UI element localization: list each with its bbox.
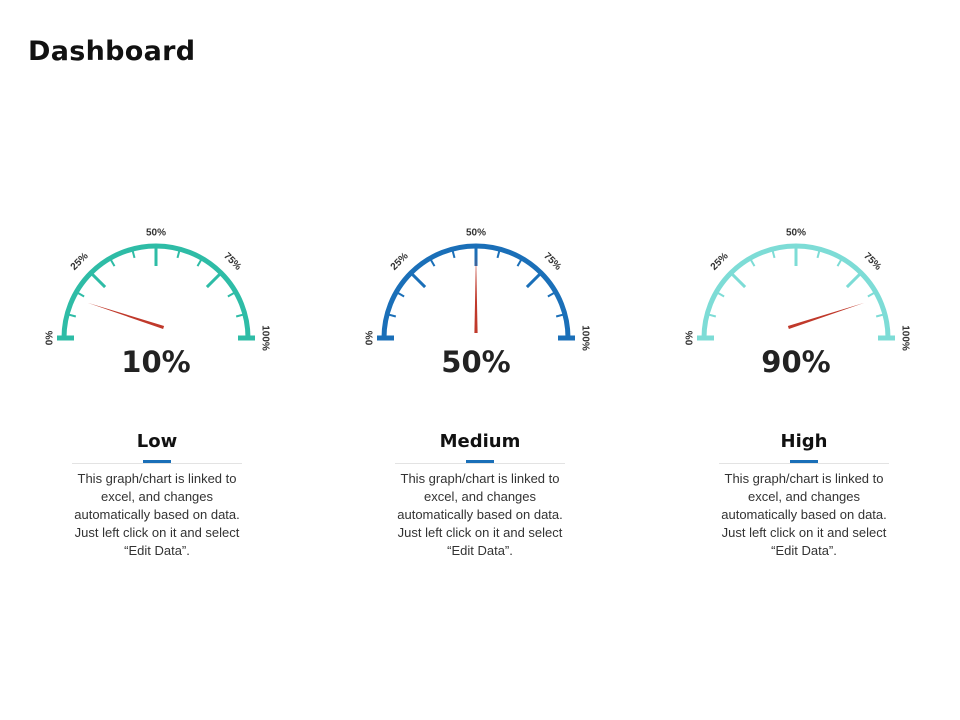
card-medium: Medium This graph/chart is linked to exc… xyxy=(395,428,565,560)
gauge-needle xyxy=(787,302,865,329)
gauge-tick-label: 75% xyxy=(221,251,243,273)
card-description: This graph/chart is linked to excel, and… xyxy=(397,471,563,558)
card-description: This graph/chart is linked to excel, and… xyxy=(721,471,887,558)
gauge-tick-label: 0% xyxy=(365,331,376,346)
gauge-minor-tick xyxy=(547,291,557,298)
gauge-major-tick xyxy=(729,271,747,289)
gauge-value-label: 50% xyxy=(441,345,510,379)
card-accent xyxy=(466,460,494,463)
card-divider xyxy=(395,463,565,464)
gauge-medium[interactable]: 0% 25% 50% 75% 100% 50% xyxy=(320,0,640,400)
gauge-minor-tick xyxy=(749,257,756,267)
gauge-minor-tick xyxy=(395,291,405,298)
gauge-tick-label: 25% xyxy=(69,251,91,273)
gauge-high[interactable]: 0% 25% 50% 75% 100% 90% xyxy=(640,0,960,400)
gauge-needle xyxy=(87,302,165,329)
gauge-minor-tick xyxy=(555,313,566,318)
card-title: High xyxy=(780,431,828,452)
gauge-major-tick xyxy=(89,271,107,289)
gauge-tick-label: 75% xyxy=(541,251,563,273)
gauge-tick-label: 50% xyxy=(146,228,166,239)
gauge-major-tick xyxy=(205,271,223,289)
gauge-value-label: 10% xyxy=(121,345,190,379)
card-divider xyxy=(719,463,889,464)
gauge-minor-tick xyxy=(227,291,237,298)
card-title: Low xyxy=(136,431,178,452)
card-high: High This graph/chart is linked to excel… xyxy=(719,428,889,560)
card-low: Low This graph/chart is linked to excel,… xyxy=(72,428,242,560)
gauge-minor-tick xyxy=(176,248,181,259)
card-accent xyxy=(790,460,818,463)
gauge-needle xyxy=(474,253,478,333)
gauge-minor-tick xyxy=(706,313,717,318)
card-description: This graph/chart is linked to excel, and… xyxy=(74,471,240,558)
gauge-minor-tick xyxy=(496,248,501,259)
gauge-minor-tick xyxy=(75,291,85,298)
gauge-tick-label: 0% xyxy=(45,331,56,346)
gauge-minor-tick xyxy=(429,257,436,267)
card-accent xyxy=(143,460,171,463)
gauge-minor-tick xyxy=(196,257,203,267)
gauge-minor-tick xyxy=(771,248,776,259)
gauge-minor-tick xyxy=(836,257,843,267)
gauge-major-tick xyxy=(409,271,427,289)
gauge-tick-label: 75% xyxy=(861,251,883,273)
gauge-tick-label: 25% xyxy=(389,251,411,273)
gauge-tick-label: 100% xyxy=(259,325,270,351)
gauge-tick-label: 50% xyxy=(786,228,806,239)
gauge-tick-label: 100% xyxy=(899,325,910,351)
gauge-minor-tick xyxy=(235,313,246,318)
gauge-value-label: 90% xyxy=(761,345,830,379)
gauge-minor-tick xyxy=(715,291,725,298)
gauge-minor-tick xyxy=(109,257,116,267)
gauge-minor-tick xyxy=(867,291,877,298)
gauge-tick-label: 50% xyxy=(466,228,486,239)
gauge-minor-tick xyxy=(516,257,523,267)
gauge-low[interactable]: 0% 25% 50% 75% 100% 10% xyxy=(0,0,320,400)
gauge-minor-tick xyxy=(816,248,821,259)
gauge-minor-tick xyxy=(131,248,136,259)
gauge-minor-tick xyxy=(451,248,456,259)
gauge-tick-label: 25% xyxy=(709,251,731,273)
gauge-minor-tick xyxy=(386,313,397,318)
card-title: Medium xyxy=(439,431,521,452)
gauge-tick-label: 0% xyxy=(685,331,696,346)
gauge-major-tick xyxy=(845,271,863,289)
card-divider xyxy=(72,463,242,464)
gauge-minor-tick xyxy=(66,313,77,318)
page-title: Dashboard xyxy=(28,36,196,67)
gauge-tick-label: 100% xyxy=(579,325,590,351)
gauge-minor-tick xyxy=(875,313,886,318)
gauge-major-tick xyxy=(525,271,543,289)
